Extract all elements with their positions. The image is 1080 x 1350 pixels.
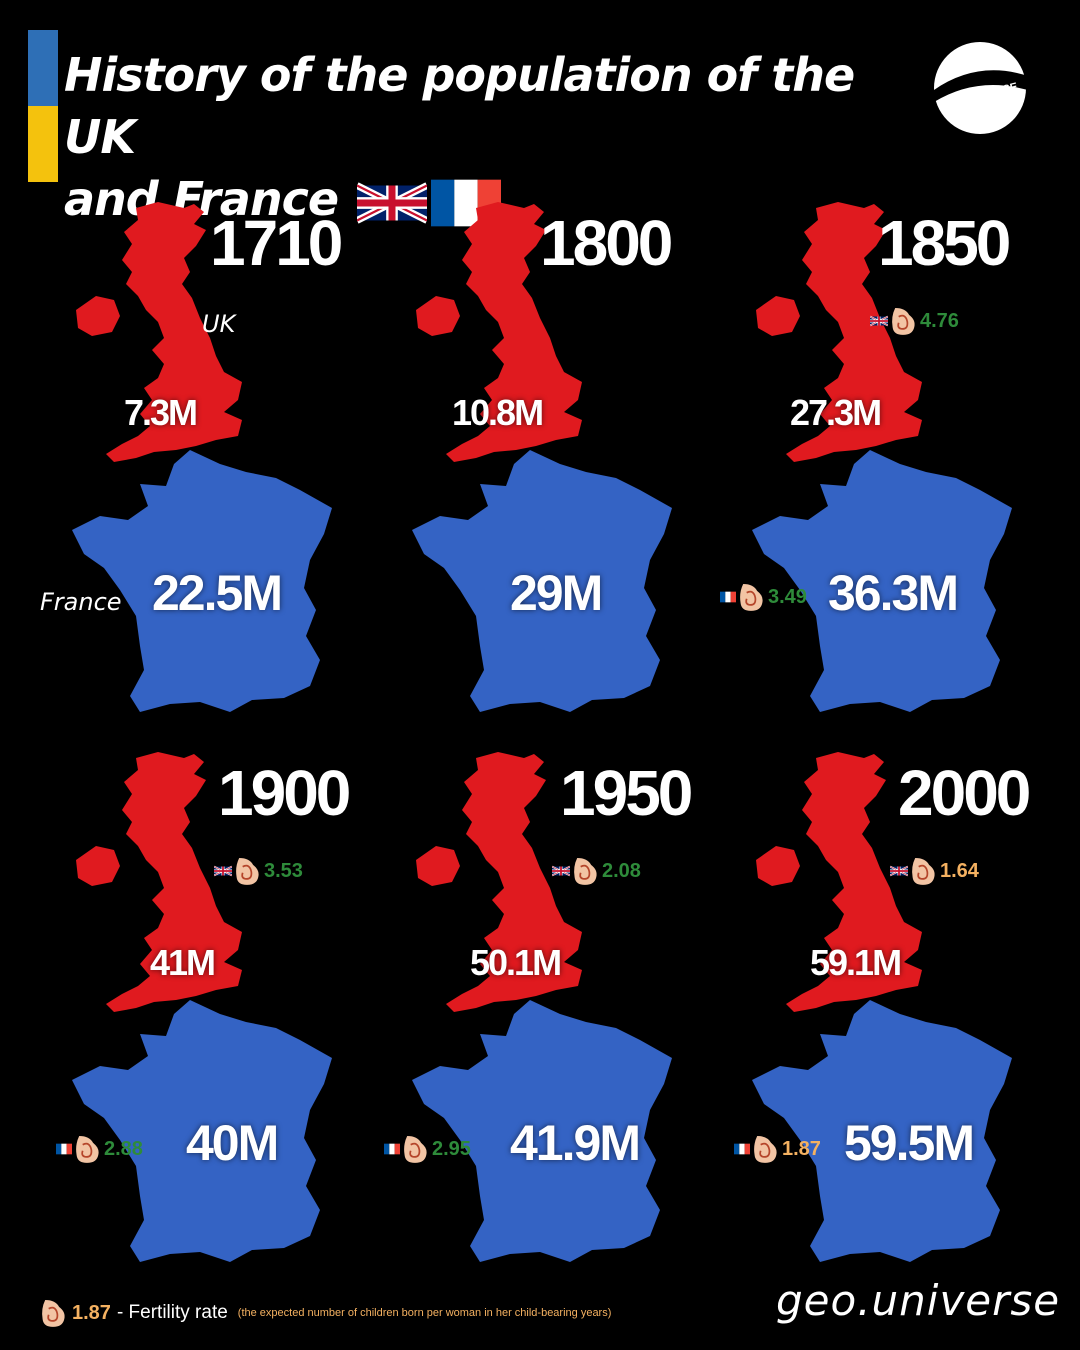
uk-fertility-value: 1.64: [940, 859, 979, 882]
uk-flag-icon: [214, 865, 232, 877]
france-fertility-value: 3.49: [768, 585, 807, 608]
france-flag-icon: [734, 1143, 750, 1155]
uk-fertility-value: 2.08: [602, 859, 641, 882]
uk-fertility: 2.08: [552, 856, 641, 886]
france-population: 40M: [186, 1115, 279, 1171]
uk-fertility-value: 3.53: [264, 859, 303, 882]
uk-fertility-value: 4.76: [920, 309, 959, 332]
france-fertility-value: 2.88: [104, 1137, 143, 1160]
uk-population: 7.3M: [124, 392, 198, 433]
brand-watermark: geo.universe: [776, 1276, 1061, 1325]
panel-1710: 1710 UK 7.3M France 22.5M: [40, 200, 380, 730]
year-label: 2000: [898, 757, 1031, 829]
france-population: 36.3M: [828, 565, 959, 621]
france-population: 22.5M: [152, 565, 283, 621]
pregnant-belly-icon: [74, 1134, 100, 1164]
france-flag-icon: [720, 591, 736, 603]
year-label: 1850: [878, 207, 1011, 279]
pregnant-belly-icon: [40, 1298, 66, 1328]
uk-flag-icon: [870, 315, 888, 327]
uk-fertility: 3.53: [214, 856, 303, 886]
france-flag-icon: [56, 1143, 72, 1155]
legend-text: - Fertility rate: [116, 1302, 228, 1323]
uk-population: 50.1M: [470, 942, 562, 983]
pregnant-belly-icon: [910, 856, 936, 886]
uk-fertility: 1.64: [890, 856, 979, 886]
legend-value: 1.87: [72, 1301, 111, 1324]
pregnant-belly-icon: [234, 856, 260, 886]
panel-1850: 1850 4.76 27.3M 3.49 36.3M: [720, 200, 1060, 730]
france-fertility-value: 2.95: [432, 1137, 471, 1160]
uk-population: 10.8M: [452, 392, 544, 433]
fertility-legend: 1.87 - Fertility rate (the expected numb…: [40, 1298, 611, 1328]
uk-caption: UK: [202, 310, 236, 338]
panel-2000: 2000 1.64 59.1M 1.87 59.5M: [720, 750, 1060, 1280]
france-fertility: 2.88: [56, 1134, 143, 1164]
panel-1950: 1950 2.08 50.1M 2.95 41.9M: [380, 750, 720, 1280]
uk-fertility: 4.76: [870, 306, 959, 336]
france-fertility: 2.95: [384, 1134, 471, 1164]
france-fertility-value: 1.87: [782, 1137, 821, 1160]
france-population: 59.5M: [844, 1115, 975, 1171]
france-flag-icon: [384, 1143, 400, 1155]
pregnant-belly-icon: [752, 1134, 778, 1164]
uk-population: 41M: [150, 942, 216, 983]
geouniverse-logo: GEOUNIVERSE: [934, 42, 1034, 134]
title-line-2: and France: [64, 172, 339, 226]
uk-flag-icon: [890, 865, 908, 877]
year-label: 1710: [210, 207, 343, 279]
france-population: 29M: [510, 565, 603, 621]
france-fertility: 3.49: [720, 582, 807, 612]
page-title: History of the population of the UK and …: [64, 44, 884, 230]
ukraine-stripe-yellow: [28, 106, 58, 182]
year-label: 1950: [560, 757, 693, 829]
uk-population: 59.1M: [810, 942, 902, 983]
france-fertility: 1.87: [734, 1134, 821, 1164]
pregnant-belly-icon: [738, 582, 764, 612]
france-caption: France: [40, 588, 122, 616]
year-label: 1900: [218, 757, 351, 829]
title-line-1: History of the population of the UK: [64, 48, 855, 164]
year-label: 1800: [540, 207, 673, 279]
ukraine-stripe-blue: [28, 30, 58, 106]
pregnant-belly-icon: [402, 1134, 428, 1164]
pregnant-belly-icon: [890, 306, 916, 336]
legend-note: (the expected number of children born pe…: [237, 1307, 612, 1319]
france-population: 41.9M: [510, 1115, 641, 1171]
pregnant-belly-icon: [572, 856, 598, 886]
uk-flag-icon: [552, 865, 570, 877]
panel-1800: 1800 10.8M 29M: [380, 200, 720, 730]
uk-population: 27.3M: [790, 392, 882, 433]
panel-1900: 1900 3.53 41M 2.88 40M: [40, 750, 380, 1280]
